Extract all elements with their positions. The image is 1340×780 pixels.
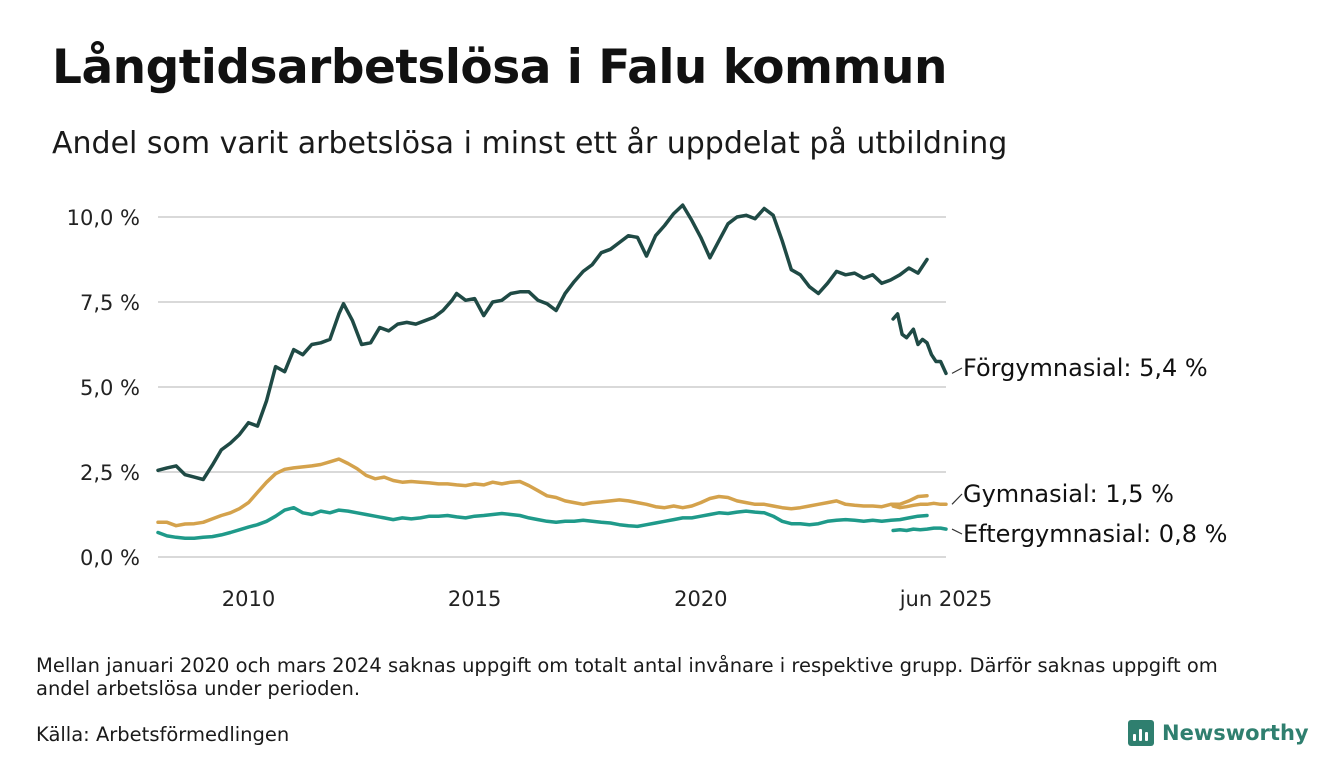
series-line bbox=[891, 501, 948, 510]
footnote: Mellan januari 2020 och mars 2024 saknas… bbox=[36, 654, 1218, 700]
series-end-label: Eftergymnasial: 0,8 % bbox=[963, 520, 1227, 548]
bar-chart-icon bbox=[1128, 720, 1154, 746]
y-tick-label: 10,0 % bbox=[67, 206, 140, 230]
label-leader-line bbox=[951, 528, 963, 535]
x-tick-label: jun 2025 bbox=[899, 587, 993, 611]
line-chart: 0,0 % 2,5 % 5,0 % 7,5 % 10,0 % 2010 2015 2020 ju… bbox=[67, 203, 1227, 611]
y-tick-label: 0,0 % bbox=[80, 546, 140, 570]
label-leader-line bbox=[951, 367, 963, 374]
x-tick-label: 2020 bbox=[674, 587, 727, 611]
y-tick-label: 5,0 % bbox=[80, 376, 140, 400]
series-line bbox=[156, 505, 929, 541]
series-line bbox=[891, 526, 948, 533]
series-line bbox=[156, 203, 929, 482]
y-tick-label: 2,5 % bbox=[80, 461, 140, 485]
label-leader-line bbox=[951, 493, 963, 505]
series-end-label: Förgymnasial: 5,4 % bbox=[963, 354, 1208, 382]
x-tick-label: 2015 bbox=[448, 587, 501, 611]
brand-name: Newsworthy bbox=[1162, 721, 1309, 745]
chart-title: Långtidsarbetslösa i Falu kommun bbox=[52, 40, 947, 95]
y-tick-label: 7,5 % bbox=[80, 291, 140, 315]
chart-subtitle: Andel som varit arbetslösa i minst ett å… bbox=[52, 126, 1008, 161]
source-credit: Källa: Arbetsförmedlingen bbox=[36, 723, 290, 746]
series-line bbox=[156, 457, 929, 528]
series-line bbox=[891, 312, 948, 376]
newsworthy-logo[interactable]: Newsworthy bbox=[1128, 716, 1309, 750]
series-end-label: Gymnasial: 1,5 % bbox=[963, 480, 1174, 508]
x-tick-label: 2010 bbox=[222, 587, 275, 611]
